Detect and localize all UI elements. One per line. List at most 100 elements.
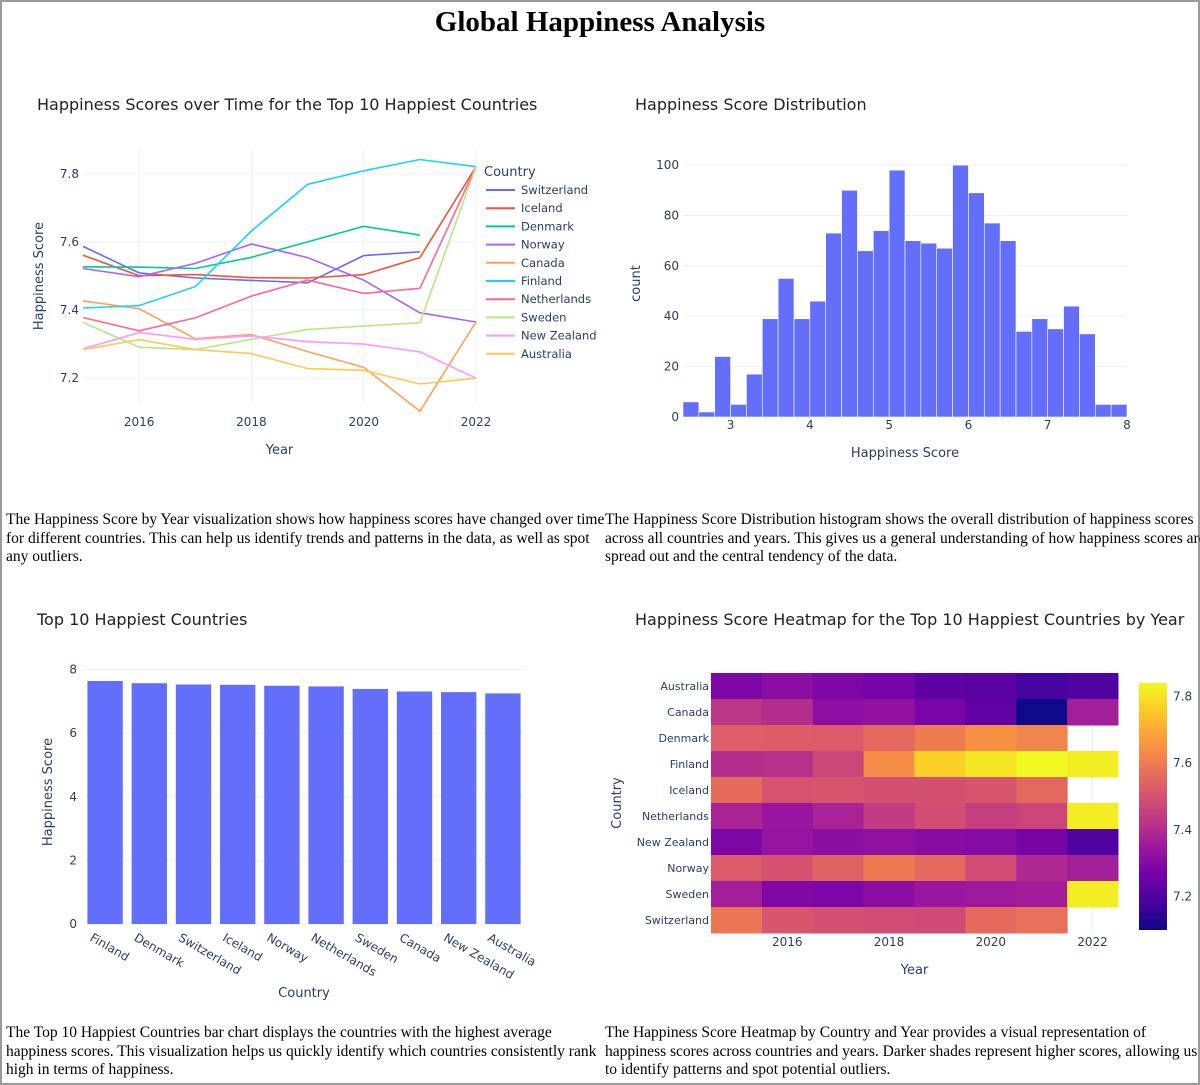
heatmap-cell — [812, 673, 865, 700]
heatmap-cell — [965, 855, 1017, 882]
y-tick-label: Netherlands — [642, 810, 709, 823]
x-tick-label: 4 — [806, 418, 814, 432]
heatmap-cell — [914, 907, 966, 934]
histogram-bar — [920, 242, 938, 418]
heatmap-cell — [711, 725, 763, 752]
histogram-bar — [761, 318, 779, 418]
heatmap-cell — [761, 907, 814, 934]
heatmap-cell — [761, 803, 814, 830]
heatmap-cell — [1016, 829, 1068, 856]
heatmap-cell — [1016, 803, 1068, 830]
y-tick-label: 7.8 — [60, 167, 79, 181]
colorbar-tick-label: 7.6 — [1173, 756, 1192, 770]
heatmap-cell — [711, 803, 763, 830]
heatmap-cell — [1067, 673, 1119, 700]
x-tick-label: 2022 — [461, 415, 492, 429]
heatmap-cell — [863, 673, 915, 700]
heatmap-cell — [965, 777, 1017, 804]
legend-label-sweden: Sweden — [521, 310, 566, 324]
bar-sweden — [352, 688, 388, 924]
y-tick-label: 2 — [69, 853, 77, 867]
heatmap-cell — [863, 907, 915, 934]
x-tick-label: 8 — [1123, 418, 1131, 432]
legend-label-netherlands: Netherlands — [521, 292, 591, 306]
colorbar — [1139, 683, 1167, 930]
histogram-bar — [968, 192, 985, 418]
heatmap-cell — [914, 829, 966, 856]
histogram-bar — [983, 222, 1001, 418]
histogram-bar — [1015, 331, 1033, 418]
y-tick-label: 8 — [69, 663, 77, 677]
heatmap-cell — [1067, 881, 1119, 908]
legend-label-denmark: Denmark — [521, 219, 574, 233]
heatmap-description: The Happiness Score Heatmap by Country a… — [605, 1024, 1197, 1080]
y-axis-label: Happiness Score — [41, 738, 56, 846]
heatmap-cell — [761, 725, 814, 752]
histogram-title: Happiness Score Distribution — [635, 95, 867, 114]
series-line-australia — [82, 338, 477, 385]
heatmap-cell — [914, 803, 966, 830]
y-tick-label: 7.4 — [60, 303, 79, 317]
heatmap-cell — [761, 855, 814, 882]
histogram-bar — [872, 230, 890, 418]
heatmap-cell — [914, 855, 966, 882]
heatmap-cell — [812, 881, 865, 908]
x-tick-label: 2022 — [1077, 935, 1108, 949]
y-axis-label: count — [629, 265, 644, 302]
y-axis-label: Happiness Score — [32, 222, 47, 330]
histogram-bar — [936, 247, 953, 418]
heatmap-cell — [711, 855, 763, 882]
histogram-description: The Happiness Score Distribution histogr… — [605, 511, 1200, 567]
heatmap-cell — [711, 881, 763, 908]
heatmap-cell — [1016, 751, 1068, 778]
heatmap-cell — [761, 751, 814, 778]
histogram-bar — [1094, 404, 1112, 418]
heatmap-cell — [914, 699, 966, 726]
histogram-bar — [1031, 318, 1049, 418]
heatmap-cell — [1016, 673, 1068, 700]
heatmap-cell — [711, 777, 763, 804]
heatmap-cell — [1067, 699, 1119, 726]
y-tick-label: Denmark — [658, 732, 709, 745]
legend-title: Country — [484, 165, 536, 180]
heatmap-cell — [761, 881, 814, 908]
heatmap-cell — [965, 725, 1017, 752]
x-tick-label: 2016 — [772, 935, 803, 949]
heatmap-cell — [1016, 855, 1068, 882]
heatmap-cell — [965, 829, 1017, 856]
hist-desc-line-2: across all countries and years. This giv… — [605, 529, 1200, 547]
y-tick-label: 60 — [664, 259, 679, 273]
heatmap-cell — [711, 829, 763, 856]
x-tick-label: Denmark — [132, 930, 187, 970]
series-line-iceland — [82, 166, 477, 279]
heatmap-cell — [1067, 751, 1119, 778]
heatmap-cell — [965, 803, 1017, 830]
series-line-netherlands — [82, 166, 477, 332]
heatmap-cell — [914, 725, 966, 752]
heatmap-cell — [761, 673, 814, 700]
y-tick-label: 80 — [664, 208, 679, 222]
histogram-bar — [825, 232, 842, 418]
legend-label-finland: Finland — [521, 274, 562, 288]
bar-chart-description: The Top 10 Happiest Countries bar chart … — [6, 1024, 596, 1080]
histogram-bar — [841, 190, 858, 418]
y-tick-label: 6 — [69, 726, 77, 740]
heatmap-title: Happiness Score Heatmap for the Top 10 H… — [635, 610, 1185, 629]
heatmap-cell — [711, 673, 763, 700]
bar-iceland — [220, 684, 256, 924]
heatmap-cell — [1016, 777, 1068, 804]
heatmap-cell — [1067, 855, 1119, 882]
series-line-new-zealand — [82, 331, 477, 379]
x-tick-label: 5 — [885, 418, 893, 432]
bar-finland — [87, 680, 123, 924]
y-tick-label: Australia — [660, 680, 709, 693]
series-line-norway — [82, 243, 477, 323]
line-chart-title: Happiness Scores over Time for the Top 1… — [37, 95, 538, 114]
heatmap-cell — [965, 673, 1017, 700]
x-tick-label: 3 — [727, 418, 735, 432]
page-title: Global Happiness Analysis — [434, 6, 766, 38]
histogram-bar — [888, 169, 906, 418]
x-tick-label: 2016 — [124, 415, 155, 429]
bar-denmark — [131, 683, 167, 924]
heatmap-cell — [812, 829, 865, 856]
